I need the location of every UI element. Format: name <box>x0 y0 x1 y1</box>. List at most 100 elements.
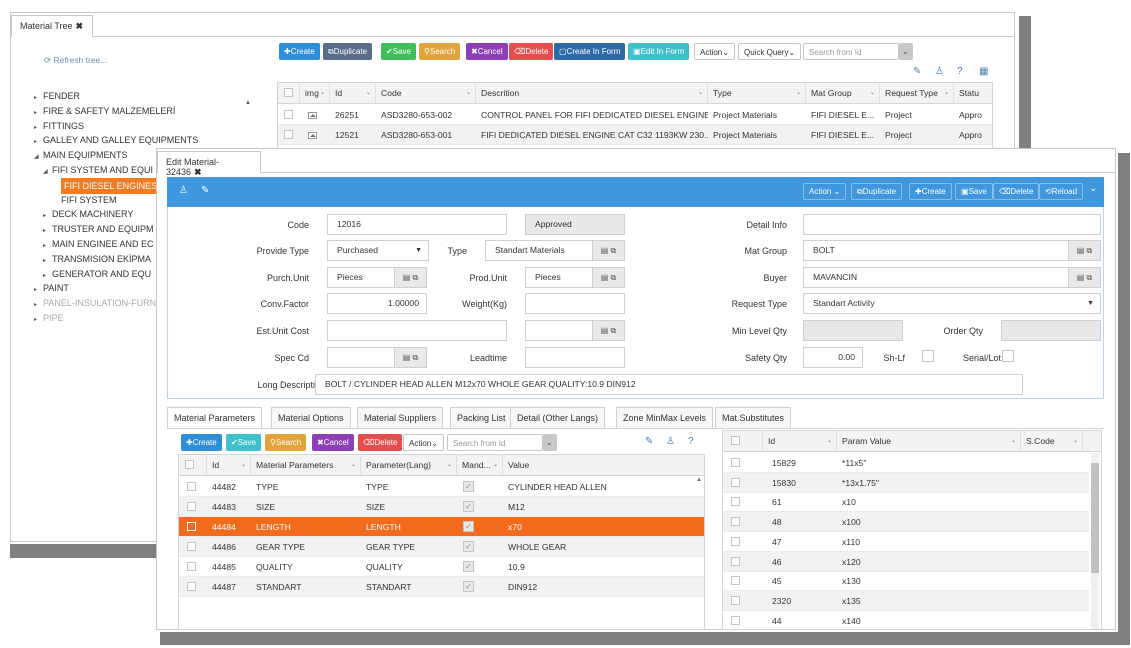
caret-icon[interactable]: ◢ <box>43 169 48 175</box>
delete-button[interactable]: ⌫Delete <box>509 43 554 60</box>
lookup-icon[interactable]: ▤ ⧉ <box>592 241 624 260</box>
chevron-down-icon[interactable]: ⌄ <box>365 90 371 96</box>
row-checkbox[interactable] <box>731 497 740 507</box>
tab-material-parameters[interactable]: Material Parameters <box>167 407 263 429</box>
tab-detail-other-langs[interactable]: Detail (Other Langs) <box>510 407 606 429</box>
column-header[interactable]: Mat Group ⌄ <box>806 83 880 104</box>
chevron-down-icon[interactable]: ⌄ <box>826 438 832 444</box>
checkbox[interactable] <box>284 88 293 97</box>
column-header[interactable]: Id ⌄ <box>207 455 251 476</box>
create-button[interactable]: ✚Create <box>279 43 320 60</box>
tree-item[interactable]: ◢ FIFI SYSTEM AND EQUI <box>43 163 153 177</box>
tree-item[interactable]: ▸ PAINT <box>34 281 69 295</box>
tree-item[interactable]: ▸ PIPE <box>34 311 64 325</box>
prod-unit-field[interactable]: Pieces ▤ ⧉ <box>525 267 625 288</box>
lookup-icon[interactable]: ▤ ⧉ <box>592 321 624 340</box>
search-input[interactable]: Search from Id <box>803 43 899 60</box>
chevron-down-icon[interactable]: ⌄ <box>240 462 246 468</box>
tree-item[interactable]: ▸ TRANSMISION EKİPMA <box>43 252 151 266</box>
row-checkbox[interactable] <box>731 615 740 625</box>
column-header[interactable]: Code ⌄ <box>376 83 476 104</box>
column-header[interactable]: Id ⌄ <box>330 83 376 104</box>
tab-edit-material[interactable]: Edit Material-32436 ✖ <box>157 151 261 177</box>
edit-in-form-button[interactable]: ▣Edit In Form <box>628 43 690 60</box>
chevron-down-icon[interactable]: ⌄ <box>465 90 471 96</box>
tree-item[interactable]: ▸ MAIN ENGINEE AND EC <box>43 237 154 251</box>
table-row[interactable]: 61 x10 <box>723 492 1089 513</box>
column-header[interactable]: Statu <box>954 83 992 104</box>
checkbox[interactable] <box>731 436 740 445</box>
row-checkbox[interactable] <box>731 536 740 546</box>
row-checkbox[interactable] <box>731 458 740 467</box>
action-dropdown[interactable]: Action⌄ <box>694 43 735 60</box>
table-row[interactable]: 15830 *13x1.75" <box>723 472 1089 493</box>
param-search-button[interactable]: ⚲Search <box>265 434 307 451</box>
tab-packing-list[interactable]: Packing List <box>450 407 513 429</box>
type-field[interactable]: Standart Materials ▤ ⧉ <box>485 240 625 261</box>
table-row[interactable]: 12521 ASD3280-653-001 FIFI DEDICATED DIESE… <box>278 125 992 145</box>
cancel-button[interactable]: ✖Cancel <box>466 43 508 60</box>
leadtime-field[interactable] <box>525 347 625 368</box>
row-checkbox[interactable] <box>187 542 196 551</box>
chevron-down-icon[interactable]: ⌄ <box>697 90 703 96</box>
row-checkbox[interactable] <box>187 502 196 511</box>
tree-item[interactable]: FIFI SYSTEM <box>52 193 117 207</box>
column-header[interactable]: Request Type ⌄ <box>880 83 954 104</box>
caret-icon[interactable]: ▸ <box>43 243 47 249</box>
search-dropdown-toggle[interactable]: ⌄ <box>899 43 913 60</box>
tab-zone-minmax-levels[interactable]: Zone MinMax Levels <box>616 407 714 429</box>
request-type-select[interactable]: Standart Activity ▼ <box>803 293 1101 314</box>
edit-reload-button[interactable]: ⟲Reload <box>1039 183 1084 200</box>
attachment-icon[interactable]: ✎ <box>201 185 210 196</box>
lookup-icon[interactable]: ▤ ⧉ <box>394 348 426 367</box>
checkbox[interactable] <box>185 460 194 469</box>
help-icon[interactable]: ? <box>957 66 963 77</box>
chevron-down-icon[interactable]: ⌄ <box>1010 438 1016 444</box>
est-unit-cost-field[interactable] <box>327 320 507 341</box>
tree-item[interactable]: ▸ GALLEY AND GALLEY EQUIPMENTS <box>34 133 198 147</box>
table-row[interactable]: 44487 STANDART STANDART ✓ DIN912 <box>179 577 704 597</box>
table-row[interactable]: 15829 *11x5" <box>723 453 1089 473</box>
column-header[interactable]: Mand... ⌄ <box>457 455 503 476</box>
tree-item[interactable]: ▸ FENDER <box>34 89 80 103</box>
user-icon[interactable]: ♙ <box>179 185 188 196</box>
long-description-field[interactable]: BOLT / CYLINDER HEAD ALLEN M12x70 WHOLE … <box>315 374 1023 395</box>
row-checkbox[interactable] <box>731 556 740 566</box>
duplicate-button[interactable]: ⧉Duplicate <box>323 43 373 60</box>
user-icon[interactable]: ♙ <box>666 436 675 447</box>
conv-factor-field[interactable]: 1.00000 <box>327 293 427 314</box>
provide-type-select[interactable]: Purchased ▼ <box>327 240 429 261</box>
column-header[interactable]: S.Code ⌄ <box>1021 431 1083 452</box>
caret-icon[interactable]: ▸ <box>34 95 38 101</box>
attachment-icon[interactable]: ✎ <box>913 66 922 77</box>
purch-unit-field[interactable]: Pieces ▤ ⧉ <box>327 267 427 288</box>
column-header[interactable]: Param Value ⌄ <box>837 431 1021 452</box>
column-header[interactable]: Descrition ⌄ <box>476 83 708 104</box>
caret-icon[interactable]: ▸ <box>43 257 47 264</box>
edit-duplicate-button[interactable]: ⧉Duplicate <box>851 183 903 200</box>
table-row[interactable]: 44486 GEAR TYPE GEAR TYPE ✓ WHOLE GEAR <box>179 537 704 557</box>
chevron-down-icon[interactable]: ⌄ <box>350 462 356 468</box>
search-button[interactable]: ⚲Search <box>419 43 461 60</box>
image-icon[interactable] <box>308 132 317 139</box>
chevron-down-icon[interactable]: ⌄ <box>943 90 949 96</box>
tree-item[interactable]: ▸ FIRE & SAFETY MALZEMELERİ <box>34 104 175 118</box>
caret-icon[interactable]: ▸ <box>34 317 38 323</box>
row-checkbox[interactable] <box>731 517 740 527</box>
column-header[interactable]: Value <box>503 455 704 476</box>
quick-query-dropdown[interactable]: Quick Query⌄ <box>738 43 802 60</box>
scrollbar-thumb[interactable] <box>1091 463 1099 573</box>
row-checkbox[interactable] <box>284 130 293 139</box>
tree-item[interactable]: ◢ MAIN EQUIPMENTS <box>34 148 128 162</box>
caret-icon[interactable]: ▸ <box>34 287 38 294</box>
caret-icon[interactable]: ◢ <box>34 154 39 161</box>
table-row[interactable]: 44484 LENGTH LENGTH ✓ x70 <box>179 517 704 537</box>
table-row[interactable]: 45 x130 <box>723 571 1089 592</box>
weight-field[interactable] <box>525 293 625 314</box>
lookup-icon[interactable]: ▤ ⧉ <box>394 268 426 287</box>
param-cancel-button[interactable]: ✖Cancel <box>312 434 354 451</box>
caret-icon[interactable]: ▸ <box>34 139 38 146</box>
tab-mat-substitutes[interactable]: Mat.Substitutes <box>715 407 792 429</box>
mat-group-field[interactable]: BOLT ▤ ⧉ <box>803 240 1101 261</box>
chevron-down-icon[interactable]: ⌄ <box>795 90 801 96</box>
